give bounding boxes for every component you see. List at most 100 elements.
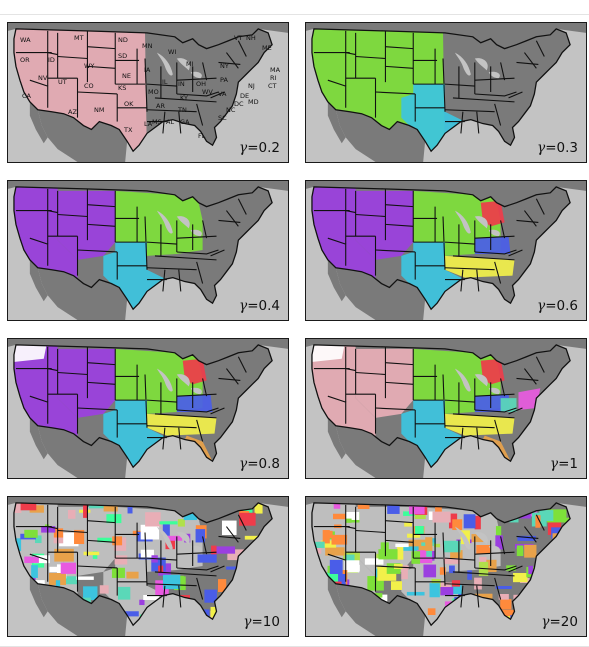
community-patch bbox=[452, 519, 463, 531]
state-label: OR bbox=[20, 56, 30, 64]
state-border bbox=[196, 261, 204, 284]
community-patch bbox=[20, 503, 37, 511]
community-patch bbox=[334, 633, 351, 636]
state-border bbox=[144, 216, 148, 270]
state-border bbox=[146, 583, 197, 587]
community-patch bbox=[579, 578, 586, 581]
state-border bbox=[524, 210, 537, 227]
community-patch bbox=[530, 611, 542, 621]
community-patch bbox=[582, 558, 586, 562]
community-patch bbox=[183, 513, 198, 521]
community-patch bbox=[528, 565, 534, 575]
community-patch bbox=[516, 545, 524, 557]
state-label: KS bbox=[118, 84, 127, 92]
gamma-label: γ=20 bbox=[541, 614, 578, 630]
community-patch bbox=[239, 512, 256, 526]
state-label: TX bbox=[124, 126, 133, 134]
us-outline bbox=[311, 502, 571, 627]
state-border bbox=[176, 235, 217, 239]
state-border bbox=[500, 536, 506, 555]
state-border bbox=[508, 249, 523, 257]
state-label: RI bbox=[270, 74, 277, 82]
state-borders bbox=[15, 30, 247, 134]
state-border bbox=[444, 399, 475, 403]
community-patch bbox=[120, 611, 139, 617]
gamma-label: γ=0.3 bbox=[537, 140, 578, 156]
state-border bbox=[218, 377, 241, 381]
community-patch bbox=[523, 610, 538, 624]
state-label: CA bbox=[22, 92, 31, 100]
state-label: OH bbox=[196, 80, 207, 88]
community-patch bbox=[167, 535, 183, 541]
community-patch bbox=[97, 537, 112, 543]
state-border bbox=[327, 553, 347, 582]
community-patch bbox=[499, 609, 518, 617]
community-patch bbox=[67, 509, 76, 519]
gamma-symbol: γ bbox=[239, 140, 248, 156]
community-patch bbox=[513, 573, 528, 583]
state-label: ND bbox=[118, 36, 128, 44]
state-border bbox=[77, 565, 118, 569]
state-border bbox=[516, 535, 539, 539]
state-border bbox=[162, 585, 166, 608]
us-outline bbox=[13, 186, 273, 311]
community-patch bbox=[357, 502, 370, 510]
state-border bbox=[226, 52, 239, 69]
state-label: IL bbox=[162, 78, 168, 86]
community-patch bbox=[574, 575, 580, 590]
community-patch bbox=[364, 558, 384, 565]
community-patch bbox=[322, 530, 330, 544]
state-border bbox=[176, 551, 217, 555]
state-border bbox=[444, 583, 495, 587]
state-border bbox=[444, 83, 475, 87]
great-lakes bbox=[156, 526, 202, 553]
community-patch bbox=[13, 602, 17, 613]
community-patch bbox=[49, 566, 60, 573]
state-border bbox=[47, 210, 58, 214]
community-patch bbox=[467, 600, 485, 606]
community-patch bbox=[252, 580, 263, 596]
gamma-value: =0.8 bbox=[247, 456, 280, 472]
state-border bbox=[444, 425, 495, 429]
state-border bbox=[210, 249, 225, 257]
great-lakes bbox=[454, 52, 500, 79]
state-label: MT bbox=[74, 34, 84, 42]
us-map bbox=[8, 339, 288, 478]
state-label: NV bbox=[38, 74, 48, 82]
community-patch bbox=[333, 502, 341, 509]
community-patch bbox=[432, 511, 451, 523]
community-patch bbox=[345, 518, 352, 523]
state-label: GA bbox=[180, 118, 190, 126]
community-patch bbox=[49, 630, 66, 636]
community-patch bbox=[314, 599, 330, 609]
state-border bbox=[442, 216, 446, 270]
state-border bbox=[385, 381, 414, 385]
state-border bbox=[494, 261, 502, 284]
state-border bbox=[535, 40, 545, 57]
community-patch bbox=[539, 510, 554, 521]
community-patch bbox=[177, 519, 185, 527]
state-border bbox=[144, 374, 148, 428]
state-border bbox=[146, 109, 197, 113]
state-border bbox=[385, 204, 414, 208]
community-patch bbox=[338, 573, 346, 589]
community-patch bbox=[562, 555, 571, 563]
state-border bbox=[57, 371, 88, 376]
community-patch bbox=[565, 534, 571, 540]
community-patch bbox=[471, 534, 484, 543]
community-patch bbox=[143, 594, 159, 601]
community-patch bbox=[114, 555, 128, 565]
baja-landmass bbox=[327, 417, 346, 460]
gamma-symbol: γ bbox=[541, 614, 550, 630]
community-patch bbox=[562, 551, 571, 561]
canada-landmass bbox=[8, 339, 288, 365]
state-border bbox=[218, 61, 241, 65]
state-border bbox=[77, 249, 118, 253]
community-patch bbox=[439, 567, 446, 575]
community-patch bbox=[463, 514, 476, 529]
state-border bbox=[355, 213, 386, 218]
community-region-whiteNW bbox=[13, 344, 48, 363]
us-outline bbox=[13, 28, 273, 153]
community-patch bbox=[216, 546, 236, 554]
community-patch bbox=[13, 502, 22, 513]
